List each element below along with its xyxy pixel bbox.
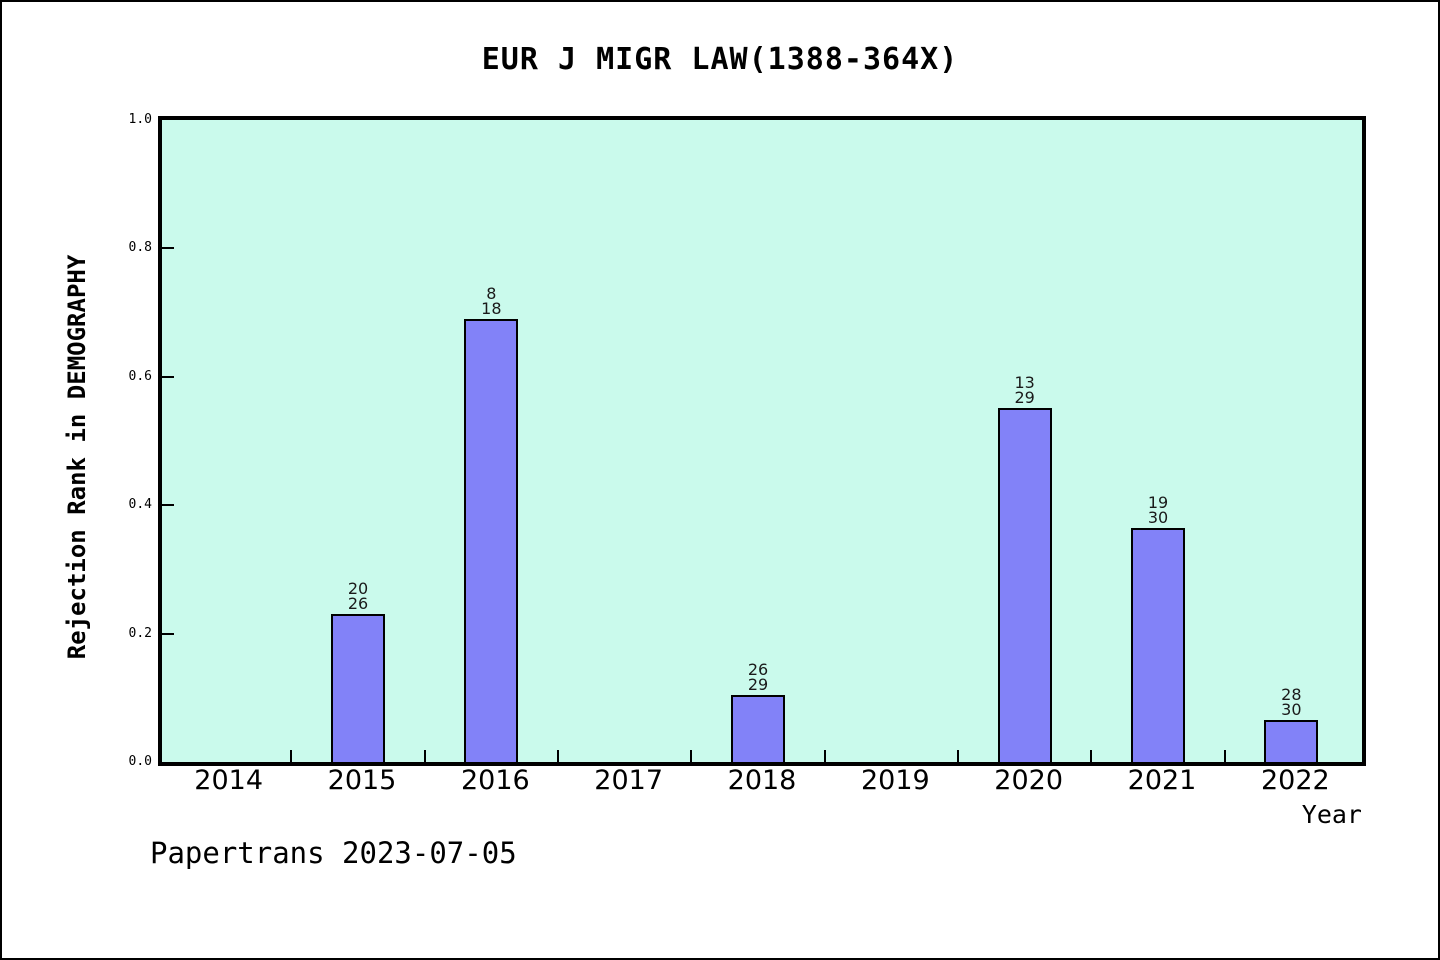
- x-tick-label: 2014: [194, 765, 264, 796]
- bar-annotation: 28 30: [1241, 684, 1341, 719]
- x-tick-label: 2022: [1260, 765, 1330, 796]
- y-tick: [162, 632, 174, 635]
- x-tick-label: 2021: [1127, 765, 1197, 796]
- x-tick-label: 2017: [594, 765, 664, 796]
- bar-annotation-line: 18: [481, 299, 502, 319]
- y-tick-label: 1.0: [128, 112, 152, 127]
- bar-annotation-line: 30: [1147, 507, 1169, 527]
- y-tick: [162, 375, 174, 378]
- bar-annotation-line: 13: [1014, 373, 1035, 393]
- x-tick-label: 2020: [994, 765, 1064, 796]
- x-tick: [557, 750, 559, 762]
- bar: [997, 408, 1052, 762]
- y-tick-label: 0.8: [128, 240, 152, 256]
- bar-annotation: 26 29: [708, 660, 808, 695]
- y-tick: [162, 247, 174, 250]
- x-axis-label: Year: [1301, 800, 1362, 829]
- bar-annotation-line: 28: [1281, 684, 1302, 704]
- bar-annotation: 8 18: [441, 284, 541, 319]
- bar-annotation: 19 30: [1108, 492, 1208, 527]
- x-tick-label: 2019: [860, 765, 930, 796]
- x-tick-label: 2016: [460, 765, 530, 796]
- watermark-text: Papertrans 2023-07-05: [150, 836, 517, 870]
- plot-area: 20 26 8 18 26 29 13 29 19 30 28 30: [158, 116, 1366, 766]
- chart-title: EUR J MIGR LAW(1388-364X): [481, 42, 959, 77]
- bar: [1131, 527, 1185, 762]
- x-tick-label: 2018: [727, 765, 797, 796]
- bar-annotation-line: 26: [747, 660, 769, 680]
- bar: [731, 695, 785, 762]
- x-tick: [957, 750, 959, 762]
- y-tick-label: 0.6: [128, 368, 152, 384]
- y-axis-label: Rejection Rank in DEMOGRAPHY: [63, 254, 91, 660]
- bar: [464, 319, 519, 762]
- bar-annotation: 13 29: [975, 373, 1075, 408]
- y-tick-label: 0.4: [128, 497, 152, 513]
- y-tick-label: 0.2: [128, 625, 152, 641]
- x-tick: [423, 750, 426, 762]
- x-tick: [823, 750, 826, 762]
- x-tick-label: 2015: [327, 765, 397, 796]
- bar: [1264, 719, 1319, 762]
- bar-annotation-line: 30: [1281, 699, 1302, 719]
- bar-annotation-line: 19: [1147, 492, 1169, 512]
- bar-annotation-line: 29: [1014, 388, 1035, 408]
- x-tick: [690, 750, 693, 762]
- bar-annotation-line: 29: [747, 675, 769, 695]
- y-tick: [162, 504, 174, 507]
- x-tick: [1090, 750, 1093, 762]
- x-tick: [290, 750, 293, 762]
- x-tick: [1223, 750, 1226, 762]
- bar: [331, 614, 385, 762]
- bar-annotation-line: 26: [347, 594, 369, 614]
- bar-annotation: 20 26: [308, 579, 408, 614]
- bar-annotation-line: 20: [347, 579, 369, 599]
- bar-annotation-line: 8: [486, 284, 497, 304]
- y-tick-label: 0.0: [128, 754, 152, 769]
